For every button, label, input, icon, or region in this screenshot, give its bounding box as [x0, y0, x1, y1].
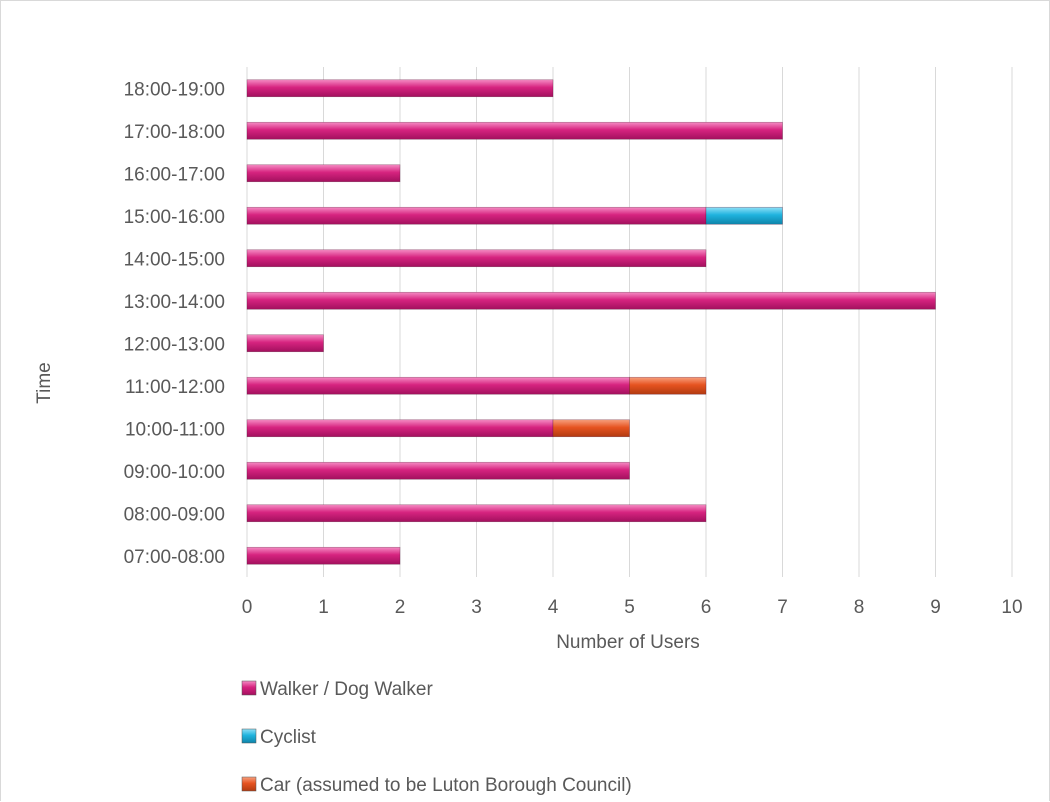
- x-tick-label: 7: [777, 597, 788, 618]
- bar-segment: [246, 504, 707, 523]
- bar-segment: [246, 249, 707, 268]
- x-tick-label: 6: [701, 597, 712, 618]
- y-tick-label: 07:00-08:00: [124, 547, 225, 568]
- legend: Walker / Dog Walker Cyclist Car (assumed t…: [241, 679, 632, 796]
- y-tick-label: 16:00-17:00: [124, 164, 225, 185]
- legend-swatch: [241, 728, 257, 744]
- y-tick-label: 11:00-12:00: [125, 377, 225, 398]
- x-tick-label: 1: [318, 597, 329, 618]
- x-tick-label: 3: [471, 597, 482, 618]
- x-tick-label: 9: [930, 597, 941, 618]
- y-tick-label: 09:00-10:00: [124, 462, 225, 483]
- bar-segment: [246, 79, 554, 98]
- bar-segment: [246, 121, 783, 140]
- legend-label: Car (assumed to be Luton Borough Council…: [260, 775, 632, 796]
- bar-segment: [552, 419, 630, 438]
- x-tick-label: 2: [395, 597, 406, 618]
- bar-segment: [246, 419, 554, 438]
- x-tick-label: 8: [854, 597, 865, 618]
- gridlines: [246, 67, 1013, 577]
- bar-segment: [246, 164, 401, 183]
- y-tick-label: 14:00-15:00: [124, 249, 225, 270]
- y-tick-label: 10:00-11:00: [125, 419, 225, 440]
- bar-segment: [246, 334, 324, 353]
- legend-swatch: [241, 680, 257, 696]
- y-tick-label: 08:00-09:00: [124, 504, 225, 525]
- y-tick-label: 15:00-16:00: [124, 207, 225, 228]
- x-axis-label: Number of Users: [556, 632, 700, 653]
- y-tick-label: 18:00-19:00: [124, 79, 225, 100]
- legend-label: Cyclist: [260, 727, 317, 748]
- x-tick-label: 10: [1001, 597, 1022, 618]
- bar-segment: [246, 546, 401, 565]
- bars: [246, 79, 936, 565]
- bar-segment: [246, 461, 630, 480]
- bar-segment: [705, 206, 783, 225]
- y-axis-label: Time: [34, 362, 55, 404]
- bar-segment: [246, 376, 630, 395]
- y-tick-label: 13:00-14:00: [124, 292, 225, 313]
- bar-segment: [246, 291, 936, 310]
- legend-label: Walker / Dog Walker: [260, 679, 433, 700]
- y-tick-label: 12:00-13:00: [124, 334, 225, 355]
- x-tick-label: 4: [548, 597, 559, 618]
- x-tick-label: 0: [242, 597, 253, 618]
- legend-swatch: [241, 776, 257, 792]
- x-axis-tick-labels: 0 1 2 3 4 5 6 7 8 9 10: [242, 597, 1023, 618]
- y-tick-label: 17:00-18:00: [124, 122, 225, 143]
- bar-segment: [246, 206, 707, 225]
- x-tick-label: 5: [624, 597, 635, 618]
- bar-segment: [629, 376, 707, 395]
- y-axis-tick-labels: 07:00-08:00 08:00-09:00 09:00-10:00 10:00-1…: [124, 79, 225, 568]
